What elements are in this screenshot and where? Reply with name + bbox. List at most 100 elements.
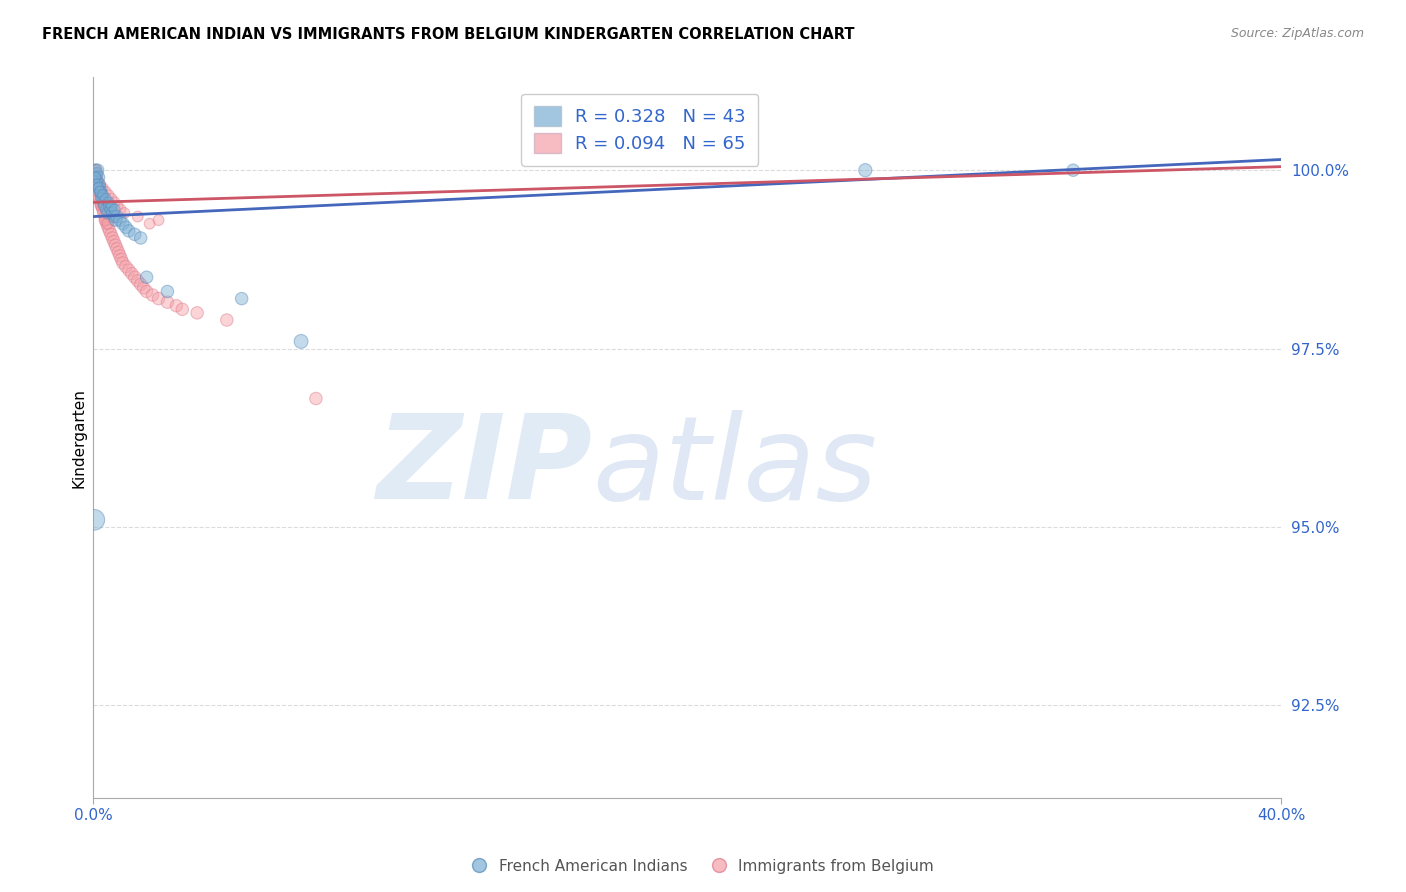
Point [108, 249, 131, 263]
Point [115, 260, 138, 274]
Point [132, 281, 155, 295]
Point [142, 288, 165, 302]
Point [93, 213, 115, 227]
Point [96, 202, 118, 217]
Point [100, 199, 122, 213]
Point [108, 213, 131, 227]
Point [87, 181, 110, 195]
Point [86, 163, 108, 178]
Point [91, 202, 114, 217]
Point [86, 170, 108, 185]
Point [105, 210, 128, 224]
Point [156, 285, 179, 299]
Point [87, 185, 110, 199]
Point [93, 199, 115, 213]
Point [103, 202, 125, 217]
Point [129, 277, 152, 292]
Point [94, 185, 117, 199]
Legend: R = 0.328   N = 43, R = 0.094   N = 65: R = 0.328 N = 43, R = 0.094 N = 65 [520, 94, 758, 166]
Point [98, 206, 121, 220]
Point [107, 199, 129, 213]
Point [89, 178, 111, 192]
Point [86, 167, 108, 181]
Point [90, 195, 112, 210]
Point [83, 167, 105, 181]
Point [83, 513, 105, 527]
Point [129, 231, 152, 245]
Point [104, 238, 127, 252]
Point [148, 292, 170, 306]
Point [100, 202, 122, 217]
Point [138, 217, 160, 231]
Text: FRENCH AMERICAN INDIAN VS IMMIGRANTS FROM BELGIUM KINDERGARTEN CORRELATION CHART: FRENCH AMERICAN INDIAN VS IMMIGRANTS FRO… [42, 27, 855, 42]
Point [96, 217, 118, 231]
Point [156, 295, 179, 310]
Point [93, 195, 115, 210]
Point [148, 213, 170, 227]
Y-axis label: Kindergarten: Kindergarten [72, 388, 86, 488]
Text: Source: ZipAtlas.com: Source: ZipAtlas.com [1230, 27, 1364, 40]
Point [100, 192, 122, 206]
Point [98, 224, 121, 238]
Point [89, 192, 111, 206]
Point [98, 199, 121, 213]
Point [84, 163, 107, 178]
Point [135, 285, 157, 299]
Text: atlas: atlas [592, 409, 877, 524]
Point [100, 227, 122, 242]
Point [96, 202, 118, 217]
Point [115, 220, 138, 235]
Point [84, 170, 107, 185]
Point [87, 170, 110, 185]
Point [90, 188, 112, 202]
Point [101, 206, 124, 220]
Point [94, 192, 117, 206]
Point [87, 181, 110, 195]
Point [215, 313, 238, 327]
Point [165, 299, 187, 313]
Point [101, 210, 124, 224]
Point [89, 188, 111, 202]
Point [97, 206, 120, 220]
Point [186, 306, 208, 320]
Point [112, 206, 135, 220]
Point [97, 188, 120, 202]
Point [94, 199, 117, 213]
Point [124, 270, 146, 285]
Point [1062, 163, 1084, 178]
Point [84, 170, 107, 185]
Point [104, 213, 127, 227]
Point [110, 202, 132, 217]
Legend: French American Indians, Immigrants from Belgium: French American Indians, Immigrants from… [465, 853, 941, 880]
Point [118, 263, 141, 277]
Point [127, 274, 149, 288]
Point [91, 192, 114, 206]
Point [97, 220, 120, 235]
Point [853, 163, 876, 178]
Point [89, 185, 111, 199]
Point [111, 217, 134, 231]
Point [118, 224, 141, 238]
Point [91, 188, 114, 202]
Point [89, 178, 111, 192]
Point [86, 178, 108, 192]
Point [105, 242, 128, 256]
Point [87, 174, 110, 188]
Point [135, 270, 157, 285]
Point [90, 199, 112, 213]
Point [91, 181, 114, 195]
Point [83, 170, 105, 185]
Point [94, 210, 117, 224]
Point [290, 334, 312, 349]
Point [103, 210, 125, 224]
Point [84, 163, 107, 178]
Point [231, 292, 253, 306]
Point [121, 267, 143, 281]
Text: ZIP: ZIP [377, 409, 592, 524]
Point [84, 174, 107, 188]
Point [94, 213, 117, 227]
Point [84, 163, 107, 178]
Point [93, 206, 115, 220]
Point [101, 231, 124, 245]
Point [96, 217, 118, 231]
